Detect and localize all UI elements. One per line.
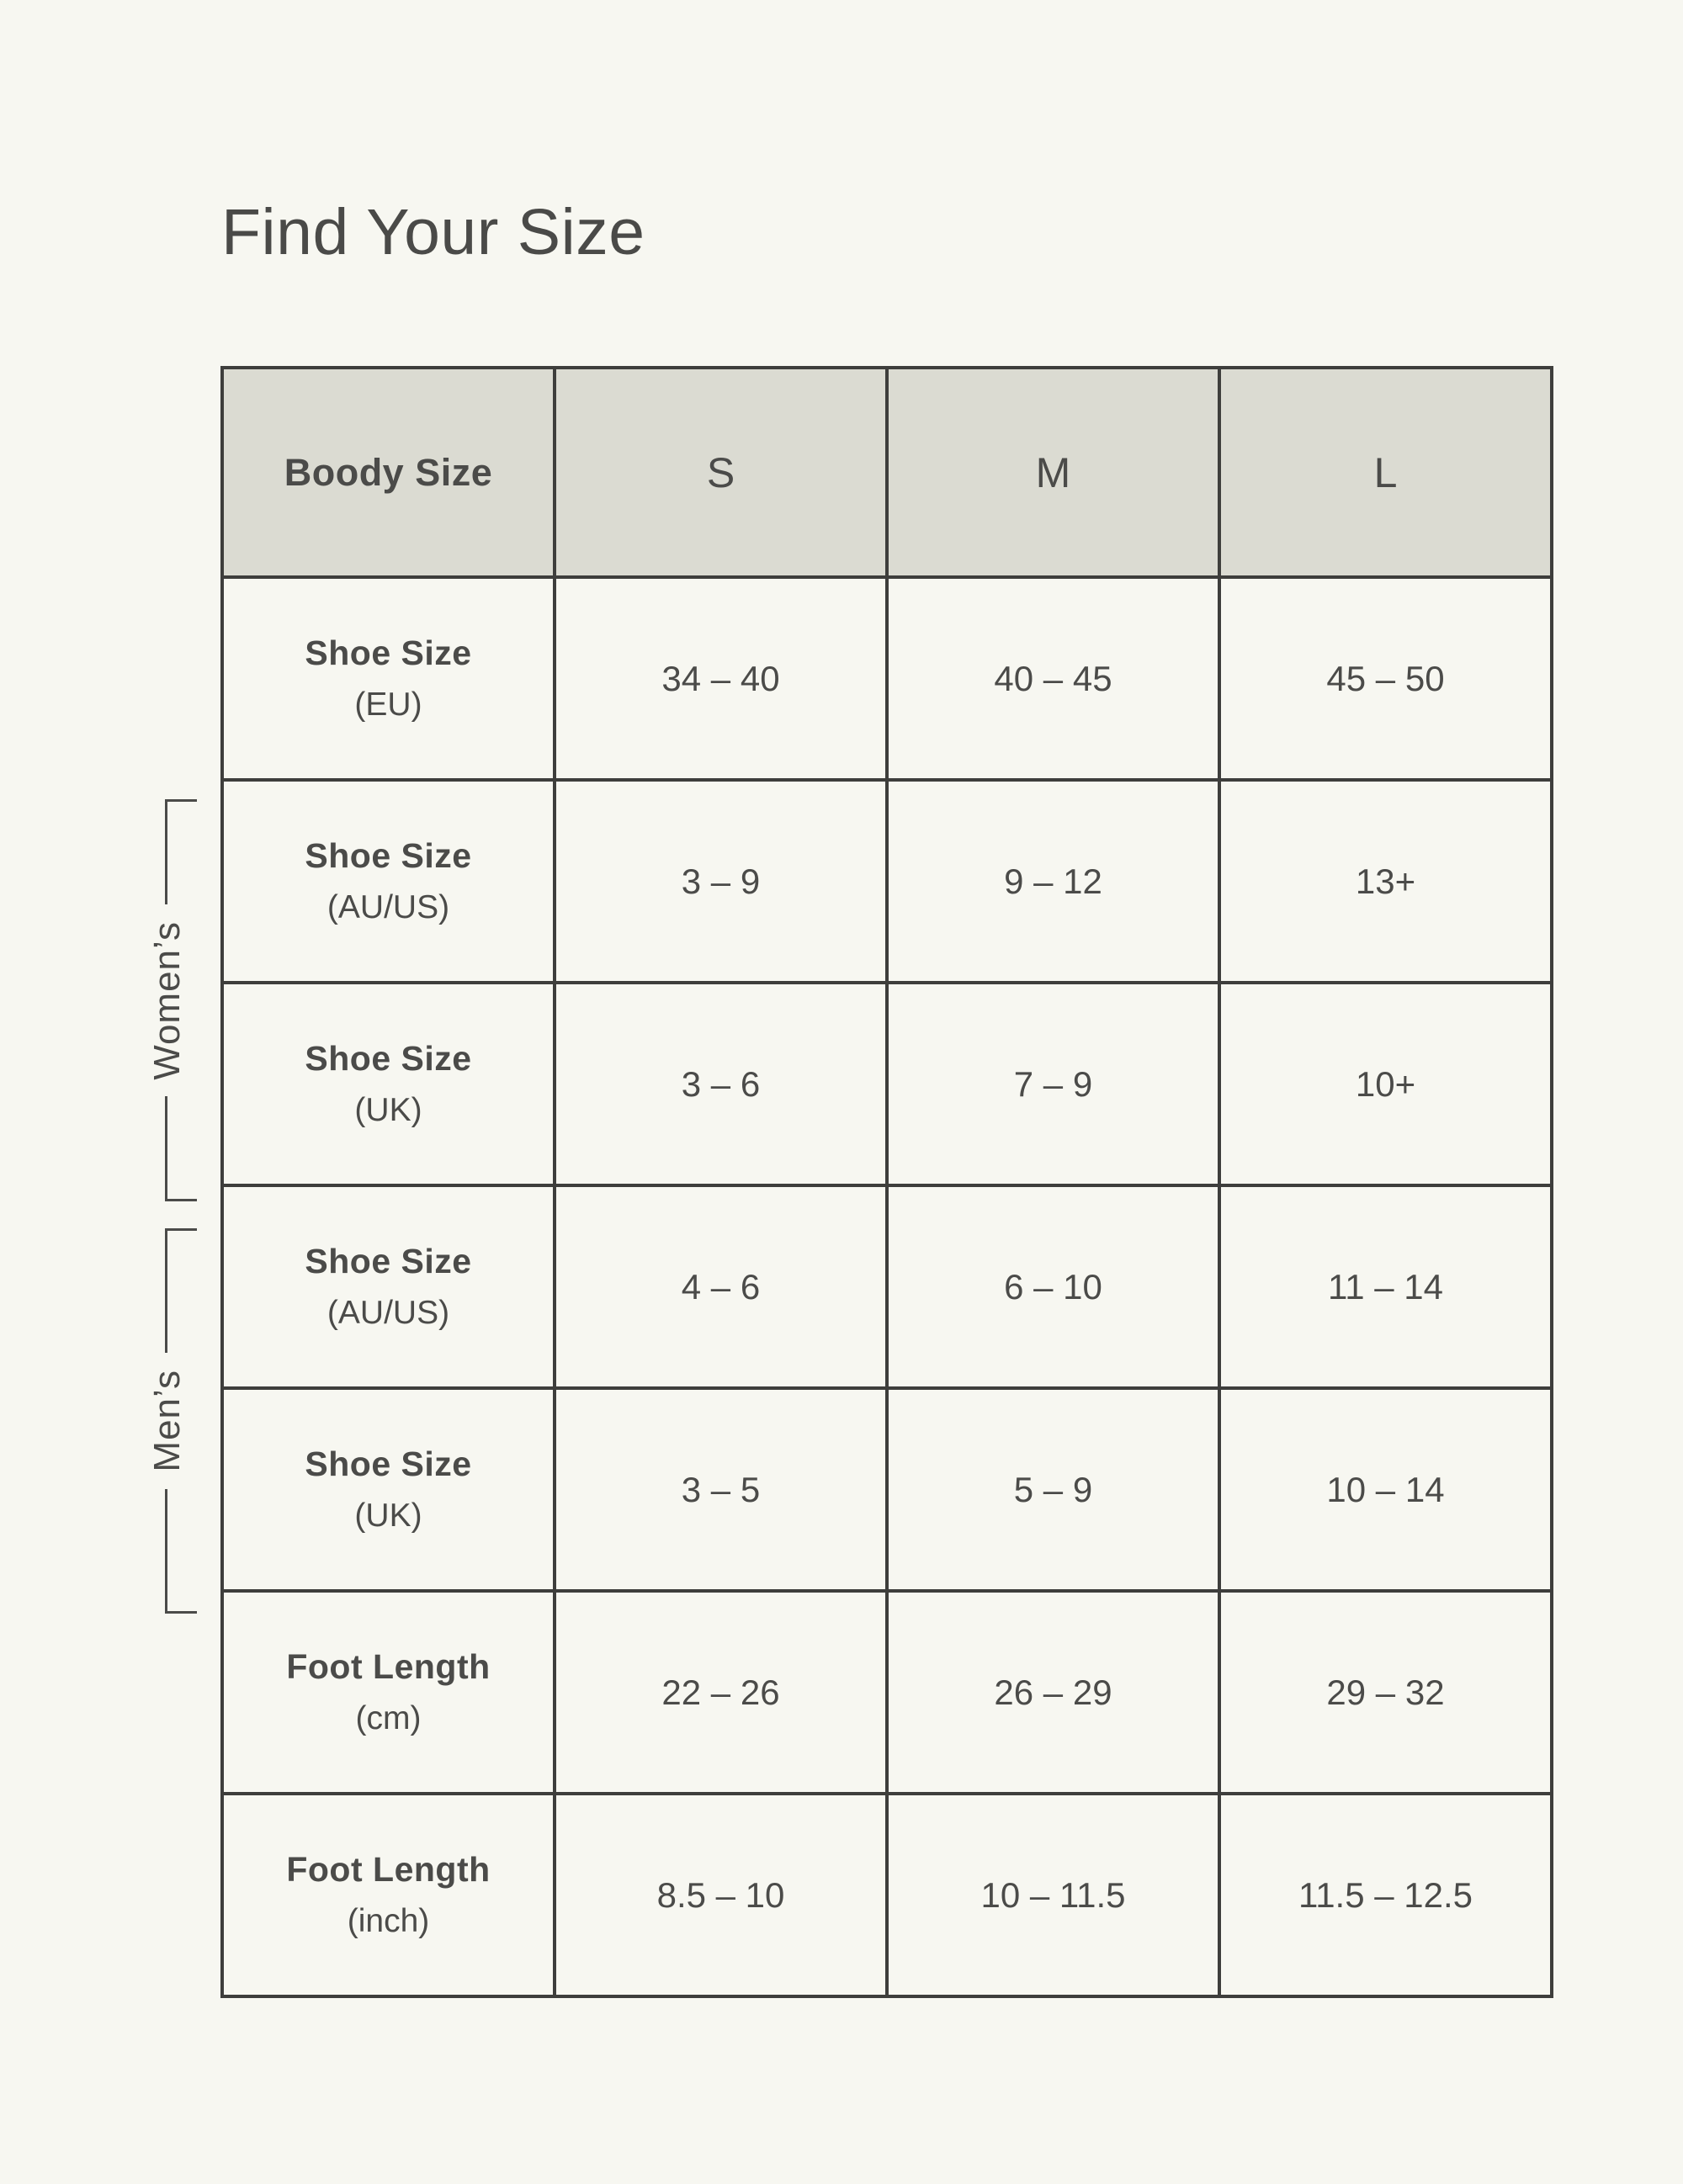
womens-bracket-top-tick — [165, 799, 197, 802]
header-row: Boody Size S M L — [220, 366, 1553, 579]
mens-bracket-upper-line — [165, 1231, 167, 1354]
mens-bracket-bottom-tick — [165, 1611, 197, 1614]
row-label-main: Foot Length — [286, 1647, 491, 1686]
column-header-boody-size: Boody Size — [220, 366, 556, 579]
row-label: Shoe Size (EU) — [220, 575, 556, 782]
mens-group-label: Men’s — [146, 1370, 188, 1472]
row-label-main: Shoe Size — [305, 633, 472, 672]
row-label-main: Shoe Size — [305, 1445, 472, 1483]
cell-value: 29 – 32 — [1218, 1589, 1553, 1795]
cell-value: 10 – 14 — [1218, 1386, 1553, 1593]
row-label: Foot Length (inch) — [220, 1792, 556, 1998]
column-header-s: S — [553, 366, 889, 579]
mens-bracket-lower-line — [165, 1488, 167, 1612]
row-label: Foot Length (cm) — [220, 1589, 556, 1795]
column-header-l: L — [1218, 366, 1553, 579]
cell-value: 5 – 9 — [885, 1386, 1221, 1593]
cell-value: 3 – 5 — [553, 1386, 889, 1593]
cell-value: 45 – 50 — [1218, 575, 1553, 782]
womens-bracket-lower-line — [165, 1096, 167, 1199]
row-label: Shoe Size (AU/US) — [220, 778, 556, 984]
cell-value: 10+ — [1218, 981, 1553, 1187]
cell-value: 10 – 11.5 — [885, 1792, 1221, 1998]
cell-value: 8.5 – 10 — [553, 1792, 889, 1998]
row-label-unit: (AU/US) — [327, 1295, 450, 1331]
row-label-main: Shoe Size — [305, 836, 472, 875]
mens-bracket: Men’s — [146, 1228, 197, 1614]
page-title: Find Your Size — [221, 195, 645, 268]
cell-value: 6 – 10 — [885, 1184, 1221, 1390]
womens-bracket-upper-line — [165, 802, 167, 904]
row-label: Shoe Size (UK) — [220, 981, 556, 1187]
womens-bracket: Women’s — [146, 799, 197, 1201]
row-label-unit: (UK) — [354, 1498, 422, 1534]
cell-value: 22 – 26 — [553, 1589, 889, 1795]
womens-group-label: Women’s — [146, 920, 188, 1080]
cell-value: 3 – 6 — [553, 981, 889, 1187]
row-label-unit: (cm) — [355, 1700, 422, 1736]
cell-value: 40 – 45 — [885, 575, 1221, 782]
size-chart-table: Boody Size S M L Shoe Size (EU) 34 – 40 … — [220, 366, 1553, 1998]
cell-value: 34 – 40 — [553, 575, 889, 782]
row-label-unit: (UK) — [354, 1092, 422, 1128]
row-label-main: Shoe Size — [305, 1039, 472, 1078]
row-label-main: Shoe Size — [305, 1242, 472, 1280]
column-header-m: M — [885, 366, 1221, 579]
cell-value: 7 – 9 — [885, 981, 1221, 1187]
table-row-mens-shoe-size-uk: Shoe Size (UK) 3 – 5 5 – 9 10 – 14 — [220, 1386, 1553, 1593]
row-label-unit: (inch) — [347, 1903, 430, 1939]
cell-value: 9 – 12 — [885, 778, 1221, 984]
cell-value: 11 – 14 — [1218, 1184, 1553, 1390]
cell-value: 26 – 29 — [885, 1589, 1221, 1795]
table-row-shoe-size-eu: Shoe Size (EU) 34 – 40 40 – 45 45 – 50 — [220, 575, 1553, 782]
table-row-foot-length-inch: Foot Length (inch) 8.5 – 10 10 – 11.5 11… — [220, 1792, 1553, 1998]
mens-bracket-top-tick — [165, 1228, 197, 1231]
row-label: Shoe Size (UK) — [220, 1386, 556, 1593]
row-label-unit: (EU) — [354, 686, 422, 723]
row-label-main: Foot Length — [286, 1850, 491, 1889]
womens-bracket-bottom-tick — [165, 1199, 197, 1201]
cell-value: 11.5 – 12.5 — [1218, 1792, 1553, 1998]
table-row-womens-shoe-size-uk: Shoe Size (UK) 3 – 6 7 – 9 10+ — [220, 981, 1553, 1187]
cell-value: 4 – 6 — [553, 1184, 889, 1390]
cell-value: 13+ — [1218, 778, 1553, 984]
table-row-foot-length-cm: Foot Length (cm) 22 – 26 26 – 29 29 – 32 — [220, 1589, 1553, 1795]
table-row-womens-shoe-size-au-us: Shoe Size (AU/US) 3 – 9 9 – 12 13+ — [220, 778, 1553, 984]
table-row-mens-shoe-size-au-us: Shoe Size (AU/US) 4 – 6 6 – 10 11 – 14 — [220, 1184, 1553, 1390]
row-label-unit: (AU/US) — [327, 889, 450, 925]
row-label: Shoe Size (AU/US) — [220, 1184, 556, 1390]
cell-value: 3 – 9 — [553, 778, 889, 984]
